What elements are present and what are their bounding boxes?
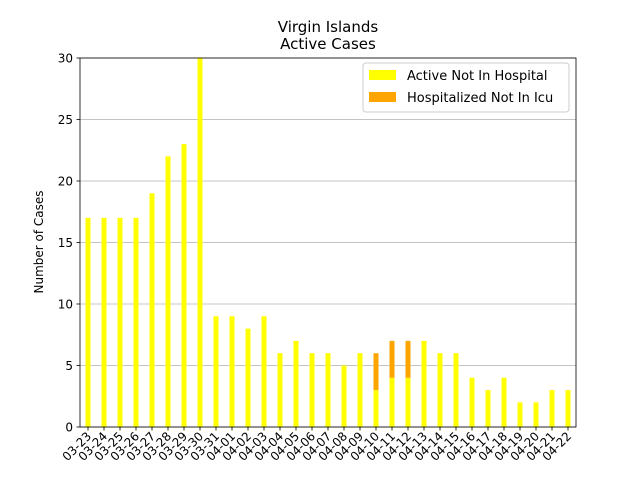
y-tick-label: 10 [58,298,73,312]
bar-active-not-in-hospital-04-09 [357,353,363,427]
chart-title: Virgin Islands [278,18,379,36]
y-tick-label: 25 [58,113,73,127]
bar-hospitalized-not-in-icu-04-10 [373,353,379,391]
bar-active-not-in-hospital-03-26 [133,217,139,427]
y-tick-label: 20 [58,175,73,189]
legend-swatch-hospitalized-not-in-icu [369,92,396,102]
bar-hospitalized-not-in-icu-04-12 [405,340,411,378]
bar-active-not-in-hospital-04-13 [421,340,427,427]
bar-hospitalized-not-in-icu-04-11 [389,340,395,378]
bars [85,58,571,427]
bar-active-not-in-hospital-04-20 [533,402,539,427]
bar-active-not-in-hospital-04-07 [325,353,331,427]
bar-active-not-in-hospital-04-02 [245,328,251,427]
legend-box [362,62,570,113]
y-axis-label: Number of Cases [32,190,46,293]
bar-active-not-in-hospital-04-22 [565,390,571,427]
bar-active-not-in-hospital-03-31 [213,316,219,427]
bar-active-not-in-hospital-03-25 [117,217,123,427]
bar-active-not-in-hospital-04-19 [517,402,523,427]
legend-swatch-active-not-in-hospital [369,70,396,80]
y-tick-label: 15 [58,236,73,250]
bar-active-not-in-hospital-04-15 [453,353,459,427]
bar-active-not-in-hospital-04-17 [485,390,491,427]
legend-label-active-not-in-hospital: Active Not In Hospital [407,69,548,84]
bar-active-not-in-hospital-04-08 [341,365,347,427]
bar-active-not-in-hospital-04-18 [501,377,507,427]
legend: Active Not In Hospital Hospitalized Not … [362,62,570,113]
bar-active-not-in-hospital-03-30 [197,58,203,427]
bar-active-not-in-hospital-04-03 [261,316,267,427]
y-tick-label: 5 [65,359,73,373]
bar-active-not-in-hospital-03-28 [165,156,171,427]
bar-active-not-in-hospital-04-16 [469,377,475,427]
bar-active-not-in-hospital-04-12 [405,377,411,427]
bar-active-not-in-hospital-04-04 [277,353,283,427]
legend-label-hospitalized-not-in-icu: Hospitalized Not In Icu [407,91,553,106]
y-tick-label: 30 [58,52,73,66]
bar-active-not-in-hospital-04-14 [437,353,443,427]
bar-active-not-in-hospital-04-06 [309,353,315,427]
bar-active-not-in-hospital-04-01 [229,316,235,427]
bar-active-not-in-hospital-03-23 [85,217,91,427]
bar-active-not-in-hospital-03-29 [181,144,187,427]
bar-active-not-in-hospital-03-24 [101,217,107,427]
y-tick-label: 0 [65,421,73,435]
bar-active-not-in-hospital-04-10 [373,390,379,427]
chart-subtitle: Active Cases [280,35,376,53]
bar-active-not-in-hospital-04-21 [549,390,555,427]
bar-active-not-in-hospital-04-11 [389,377,395,427]
bar-active-not-in-hospital-04-05 [293,340,299,427]
bar-active-not-in-hospital-03-27 [149,193,155,427]
